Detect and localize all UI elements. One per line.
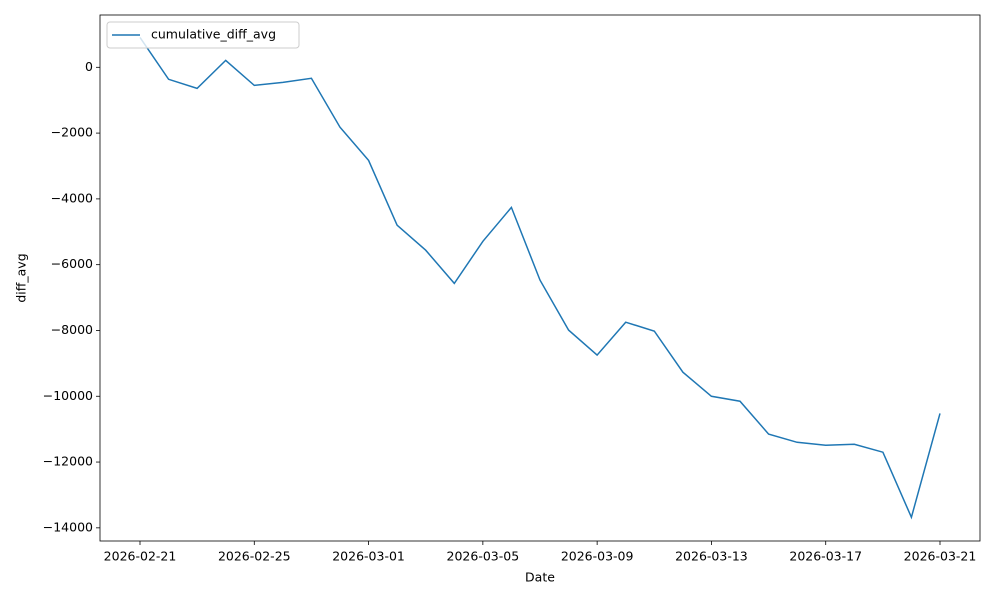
- data-line: [139, 36, 941, 520]
- y-tick-label: −14000: [43, 519, 93, 534]
- x-tick-label: 2026-03-21: [904, 549, 977, 564]
- y-axis-label: diff_avg: [14, 253, 29, 302]
- x-tick-label: 2026-03-05: [447, 549, 520, 564]
- x-axis-label: Date: [525, 570, 555, 585]
- x-tick-label: 2026-03-17: [789, 549, 862, 564]
- legend-box: [106, 21, 300, 49]
- y-tick-label: −4000: [51, 190, 93, 205]
- y-tick-label: 0: [85, 59, 93, 74]
- x-tick-label: 2026-03-13: [675, 549, 748, 564]
- y-tick-label: −6000: [51, 256, 93, 271]
- y-tick-label: −12000: [43, 454, 93, 469]
- y-tick-label: −10000: [43, 388, 93, 403]
- y-tick-label: −2000: [51, 125, 93, 140]
- x-tick-label: 2026-03-01: [332, 549, 405, 564]
- x-tick-label: 2026-03-09: [561, 549, 634, 564]
- y-tick-label: −8000: [51, 322, 93, 337]
- x-tick-label: 2026-02-25: [218, 549, 291, 564]
- plot-frame: [99, 14, 981, 542]
- legend-label: cumulative_diff_avg: [151, 27, 276, 42]
- x-tick-label: 2026-02-21: [104, 549, 177, 564]
